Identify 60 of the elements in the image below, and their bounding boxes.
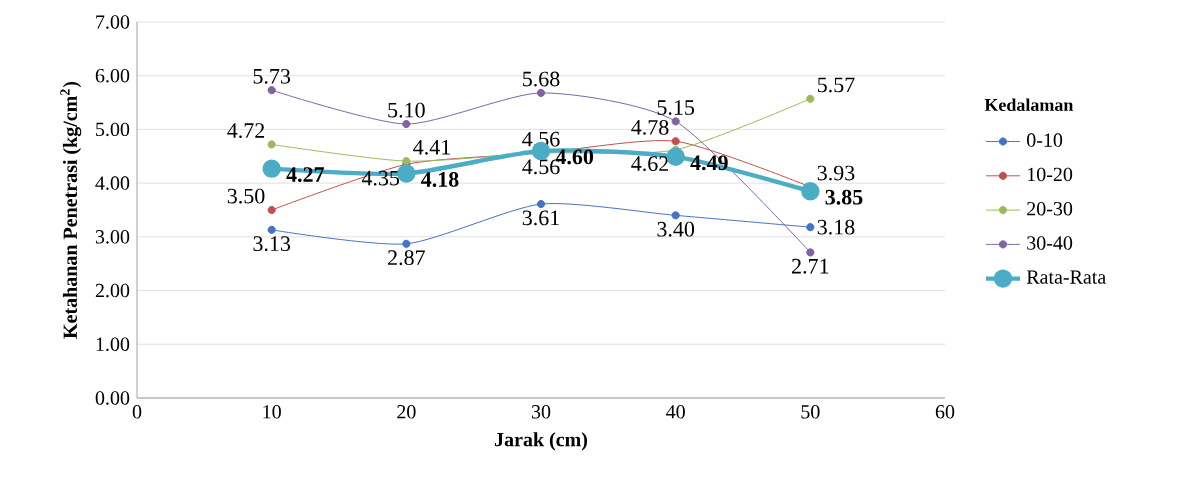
point [536,199,546,209]
data-label: 4.41 [413,139,450,155]
point [806,223,815,232]
legend-label: 20-30 [1027,201,1073,216]
y-tick-label: 6.00 [95,68,130,83]
point [536,88,546,97]
y-tick-label: 1.00 [96,337,130,352]
x-tick-label: 60 [935,405,955,419]
y-tick-label: 7.00 [96,15,130,29]
data-label: 5.15 [657,100,695,115]
data-label: 3.40 [657,221,695,237]
data-label: 3.93 [817,165,855,181]
y-tick-label: 5.00 [96,122,130,137]
legend-label: Rata-Rata [1026,270,1106,284]
x-tick-label: 0 [132,405,142,419]
point [801,181,820,201]
point [397,164,416,183]
data-label: 4.72 [227,123,265,139]
x-tick-label: 10 [263,405,281,419]
data-label: 2.87 [388,250,425,266]
point [671,137,680,146]
point [402,119,411,129]
x-tick-label: 20 [397,405,416,419]
point [267,225,276,234]
y-tick-label: 4.00 [95,176,130,190]
legend-title: Kedalaman [984,98,1074,112]
data-label: 3.50 [227,188,265,204]
point [267,140,276,149]
point [806,94,815,103]
point [666,147,685,167]
x-tick-label: 40 [666,405,685,419]
data-label: 3.18 [817,219,855,235]
data-label: 3.61 [522,210,559,226]
data-label: 4.78 [631,119,669,135]
y-axis-title: Ketahanan Penetrasi (kg/cm$^{2}$) [60,81,82,339]
point [267,205,276,215]
data-label: 5.10 [388,102,425,118]
data-label: 5.68 [523,71,560,87]
legend-label: 30-40 [1027,236,1073,250]
point [267,86,276,95]
y-tick-label: 0.00 [95,391,130,405]
point [671,117,680,126]
point [671,211,680,220]
data-label: 3.85 [825,189,863,205]
data-label: 5.73 [253,68,291,84]
x-tick-label: 30 [531,405,551,419]
data-label: 2.71 [792,258,829,274]
x-tick-label: 50 [801,405,820,419]
x-axis-title: Jarak (cm) [494,432,588,451]
data-label: 5.57 [818,77,855,93]
legend-label: 10-20 [1028,167,1073,182]
point [402,239,411,248]
data-label: 4.62 [631,156,669,172]
point [262,159,281,178]
data-label: 4.18 [421,172,459,187]
data-label: 3.13 [253,236,291,252]
y-tick-label: 2.00 [95,283,130,298]
legend-label: 0-10 [1027,133,1063,147]
point [806,248,815,257]
y-tick-label: 3.00 [95,230,130,244]
